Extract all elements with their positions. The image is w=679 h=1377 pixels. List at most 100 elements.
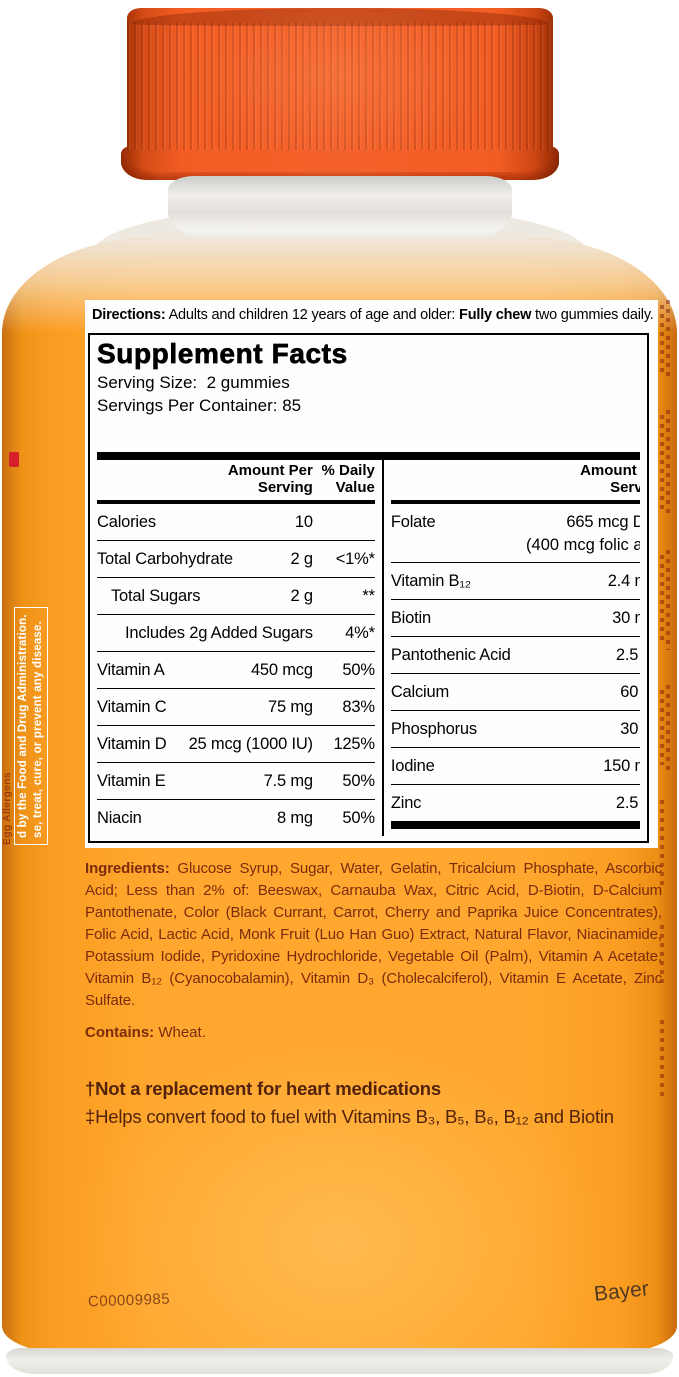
nutrient-name: Biotin bbox=[390, 608, 431, 627]
heart-disclaimer: †Not a replacement for heart medications bbox=[85, 1078, 441, 1099]
nutrient-dv: ** bbox=[362, 586, 375, 605]
cap-highlight bbox=[127, 8, 553, 172]
table-row: Total Carbohydrate 2 g <1%* bbox=[97, 541, 375, 578]
nutrient-dv: 125% bbox=[333, 734, 375, 753]
left-edge-wrapped-text: eteners and Flavors, Synthetic Colors Eg… bbox=[0, 375, 48, 845]
nutrient-name: Vitamin E bbox=[97, 771, 166, 790]
table-row: Calcium 60 mg 5% bbox=[390, 674, 640, 711]
nutrient-name: Phosphorus bbox=[390, 719, 477, 738]
nutrient-dv: 50% bbox=[342, 660, 375, 679]
nutrient-amount: 150 mcg bbox=[603, 756, 640, 775]
nutrient-amount: 30 mg bbox=[620, 719, 640, 738]
footnotes: *Percent Daily Values are based on a 2,0… bbox=[390, 820, 640, 836]
amount-header-text: Amount Per Serving bbox=[580, 462, 640, 496]
directions-body: Adults and children 12 years of age and … bbox=[165, 307, 460, 323]
nutrient-amount-secondary: (400 mcg folic acid) bbox=[390, 536, 640, 563]
table-row: Total Sugars 2 g ** bbox=[97, 578, 375, 615]
right-edge-wrapped-text bbox=[666, 685, 670, 770]
nutrient-name: Pantothenic Acid bbox=[390, 645, 511, 664]
nutrient-dv: <1%* bbox=[335, 549, 375, 568]
table-row: Vitamin C 75 mg 83% bbox=[97, 689, 375, 726]
nutrient-dv: 4%* bbox=[345, 623, 375, 642]
table-row: Pantothenic Acid 2.5 mg 50% bbox=[390, 637, 640, 674]
footnote-dv: *Percent Daily Values are based on a 2,0… bbox=[391, 834, 640, 836]
bottle-cap bbox=[127, 8, 553, 172]
column-header: Amount Per Serving % Daily Value bbox=[390, 460, 640, 504]
nutrient-name: Calories bbox=[97, 512, 156, 531]
ingredients-paragraph: Ingredients: Glucose Syrup, Sugar, Water… bbox=[85, 858, 662, 1012]
nutrient-name: Niacin bbox=[97, 808, 142, 827]
directions-label: Directions: bbox=[92, 307, 166, 323]
nutrient-name: Includes 2g Added Sugars bbox=[125, 623, 313, 642]
nutrient-name: Iodine bbox=[390, 756, 435, 775]
right-edge-wrapped-text bbox=[666, 550, 670, 650]
directions-bold: Fully chew bbox=[459, 307, 532, 323]
right-edge-wrapped-text bbox=[660, 305, 664, 375]
right-edge-wrapped-text bbox=[666, 410, 670, 515]
fda-disclaimer-box: d by the Food and Drug Administration. s… bbox=[14, 607, 48, 845]
nutrient-amount: 60 mg bbox=[620, 682, 640, 701]
nutrient-amount: 75 mg bbox=[267, 697, 313, 716]
supplement-facts-title: Supplement Facts bbox=[97, 338, 348, 370]
nutrient-amount: 10 bbox=[294, 512, 313, 531]
nutrition-table: Amount Per Serving % Daily Value Calorie… bbox=[97, 452, 640, 836]
nutrient-amount: 2 g bbox=[290, 586, 314, 605]
nutrient-amount: 665 mcg DFE bbox=[566, 512, 640, 531]
nutrient-name: Calcium bbox=[390, 682, 450, 701]
nutrient-name: Vitamin B₁₂ bbox=[390, 571, 471, 590]
table-row: Vitamin E 7.5 mg 50% bbox=[97, 763, 375, 800]
right-edge-wrapped-text bbox=[660, 1020, 664, 1100]
contains-text: Wheat. bbox=[154, 1024, 206, 1041]
nutrient-amount: 25 mcg (1000 IU) bbox=[188, 734, 313, 753]
cap-ribs-texture bbox=[127, 22, 553, 150]
amount-header: Amount Per Serving bbox=[391, 462, 640, 497]
b-vitamins-claim: ‡Helps convert food to fuel with Vitamin… bbox=[85, 1106, 614, 1127]
nutrient-amount: 30 mcg bbox=[612, 608, 640, 627]
dv-header: % Daily Value bbox=[321, 462, 375, 496]
table-row: Folate 665 mcg DFE 166% bbox=[391, 504, 640, 540]
nutrient-amount: 8 mg bbox=[276, 808, 313, 827]
table-row: Vitamin B₁₂ 2.4 mcg 100% bbox=[390, 563, 640, 600]
nutrient-amount: 2.5 mg bbox=[615, 793, 640, 812]
supplement-facts-box: Supplement Facts Serving Size: 2 gummies… bbox=[88, 333, 649, 843]
nutrient-name: Vitamin D bbox=[97, 734, 167, 753]
table-row: Includes 2g Added Sugars 4%* bbox=[97, 615, 375, 652]
fda-disclaimer-line: se, treat, cure, or prevent any disease. bbox=[31, 620, 44, 838]
label-white-panel: Directions: Adults and children 12 years… bbox=[85, 300, 658, 848]
directions-text: Directions: Adults and children 12 years… bbox=[85, 300, 658, 326]
nutrient-dv: 50% bbox=[342, 808, 375, 827]
table-row: Calories 10 bbox=[97, 504, 375, 541]
contains-statement: Contains: Wheat. bbox=[85, 1024, 206, 1041]
nutrient-name: Total Sugars bbox=[111, 586, 201, 605]
amount-header-text: Amount Per Serving bbox=[227, 462, 313, 496]
nutrient-amount: 2.5 mg bbox=[615, 645, 640, 664]
fda-disclaimer-line: d by the Food and Drug Administration. bbox=[17, 614, 30, 838]
table-row: Iodine 150 mcg 100% bbox=[390, 748, 640, 785]
bottle-base-rim bbox=[6, 1348, 673, 1374]
servings-per-container: Servings Per Container: 85 bbox=[97, 396, 302, 415]
table-row: Zinc 2.5 mg 23% bbox=[390, 785, 640, 822]
nutrient-name: Vitamin C bbox=[97, 697, 167, 716]
nutrient-amount: 2.4 mcg bbox=[607, 571, 640, 590]
bottle-neck bbox=[168, 176, 512, 242]
right-edge-wrapped-text bbox=[660, 555, 664, 645]
directions-tail: two gummies daily. bbox=[531, 307, 654, 323]
nutrition-column-right: Amount Per Serving % Daily Value Folate … bbox=[384, 460, 640, 836]
right-edge-wrapped-text bbox=[660, 690, 664, 765]
table-row: Niacin 8 mg 50% bbox=[97, 800, 375, 836]
ingredients-text: Glucose Syrup, Sugar, Water, Gelatin, Tr… bbox=[85, 860, 662, 1010]
lot-code: C00009985 bbox=[87, 1290, 171, 1311]
table-row: Biotin 30 mcg 100% bbox=[390, 600, 640, 637]
cap-top-edge bbox=[131, 8, 549, 26]
nutrient-name: Total Carbohydrate bbox=[97, 549, 233, 568]
right-edge-wrapped-text bbox=[660, 925, 664, 985]
nutrient-amount: 450 mcg bbox=[250, 660, 313, 679]
nutrient-dv: 50% bbox=[342, 771, 375, 790]
nutrient-name: Zinc bbox=[390, 793, 422, 812]
right-edge-wrapped-text bbox=[660, 415, 664, 510]
nutrient-dv: 83% bbox=[342, 697, 375, 716]
nutrient-amount: 2 g bbox=[290, 549, 314, 568]
amount-header: Amount Per Serving bbox=[97, 462, 313, 497]
nutrient-amount: 7.5 mg bbox=[263, 771, 313, 790]
